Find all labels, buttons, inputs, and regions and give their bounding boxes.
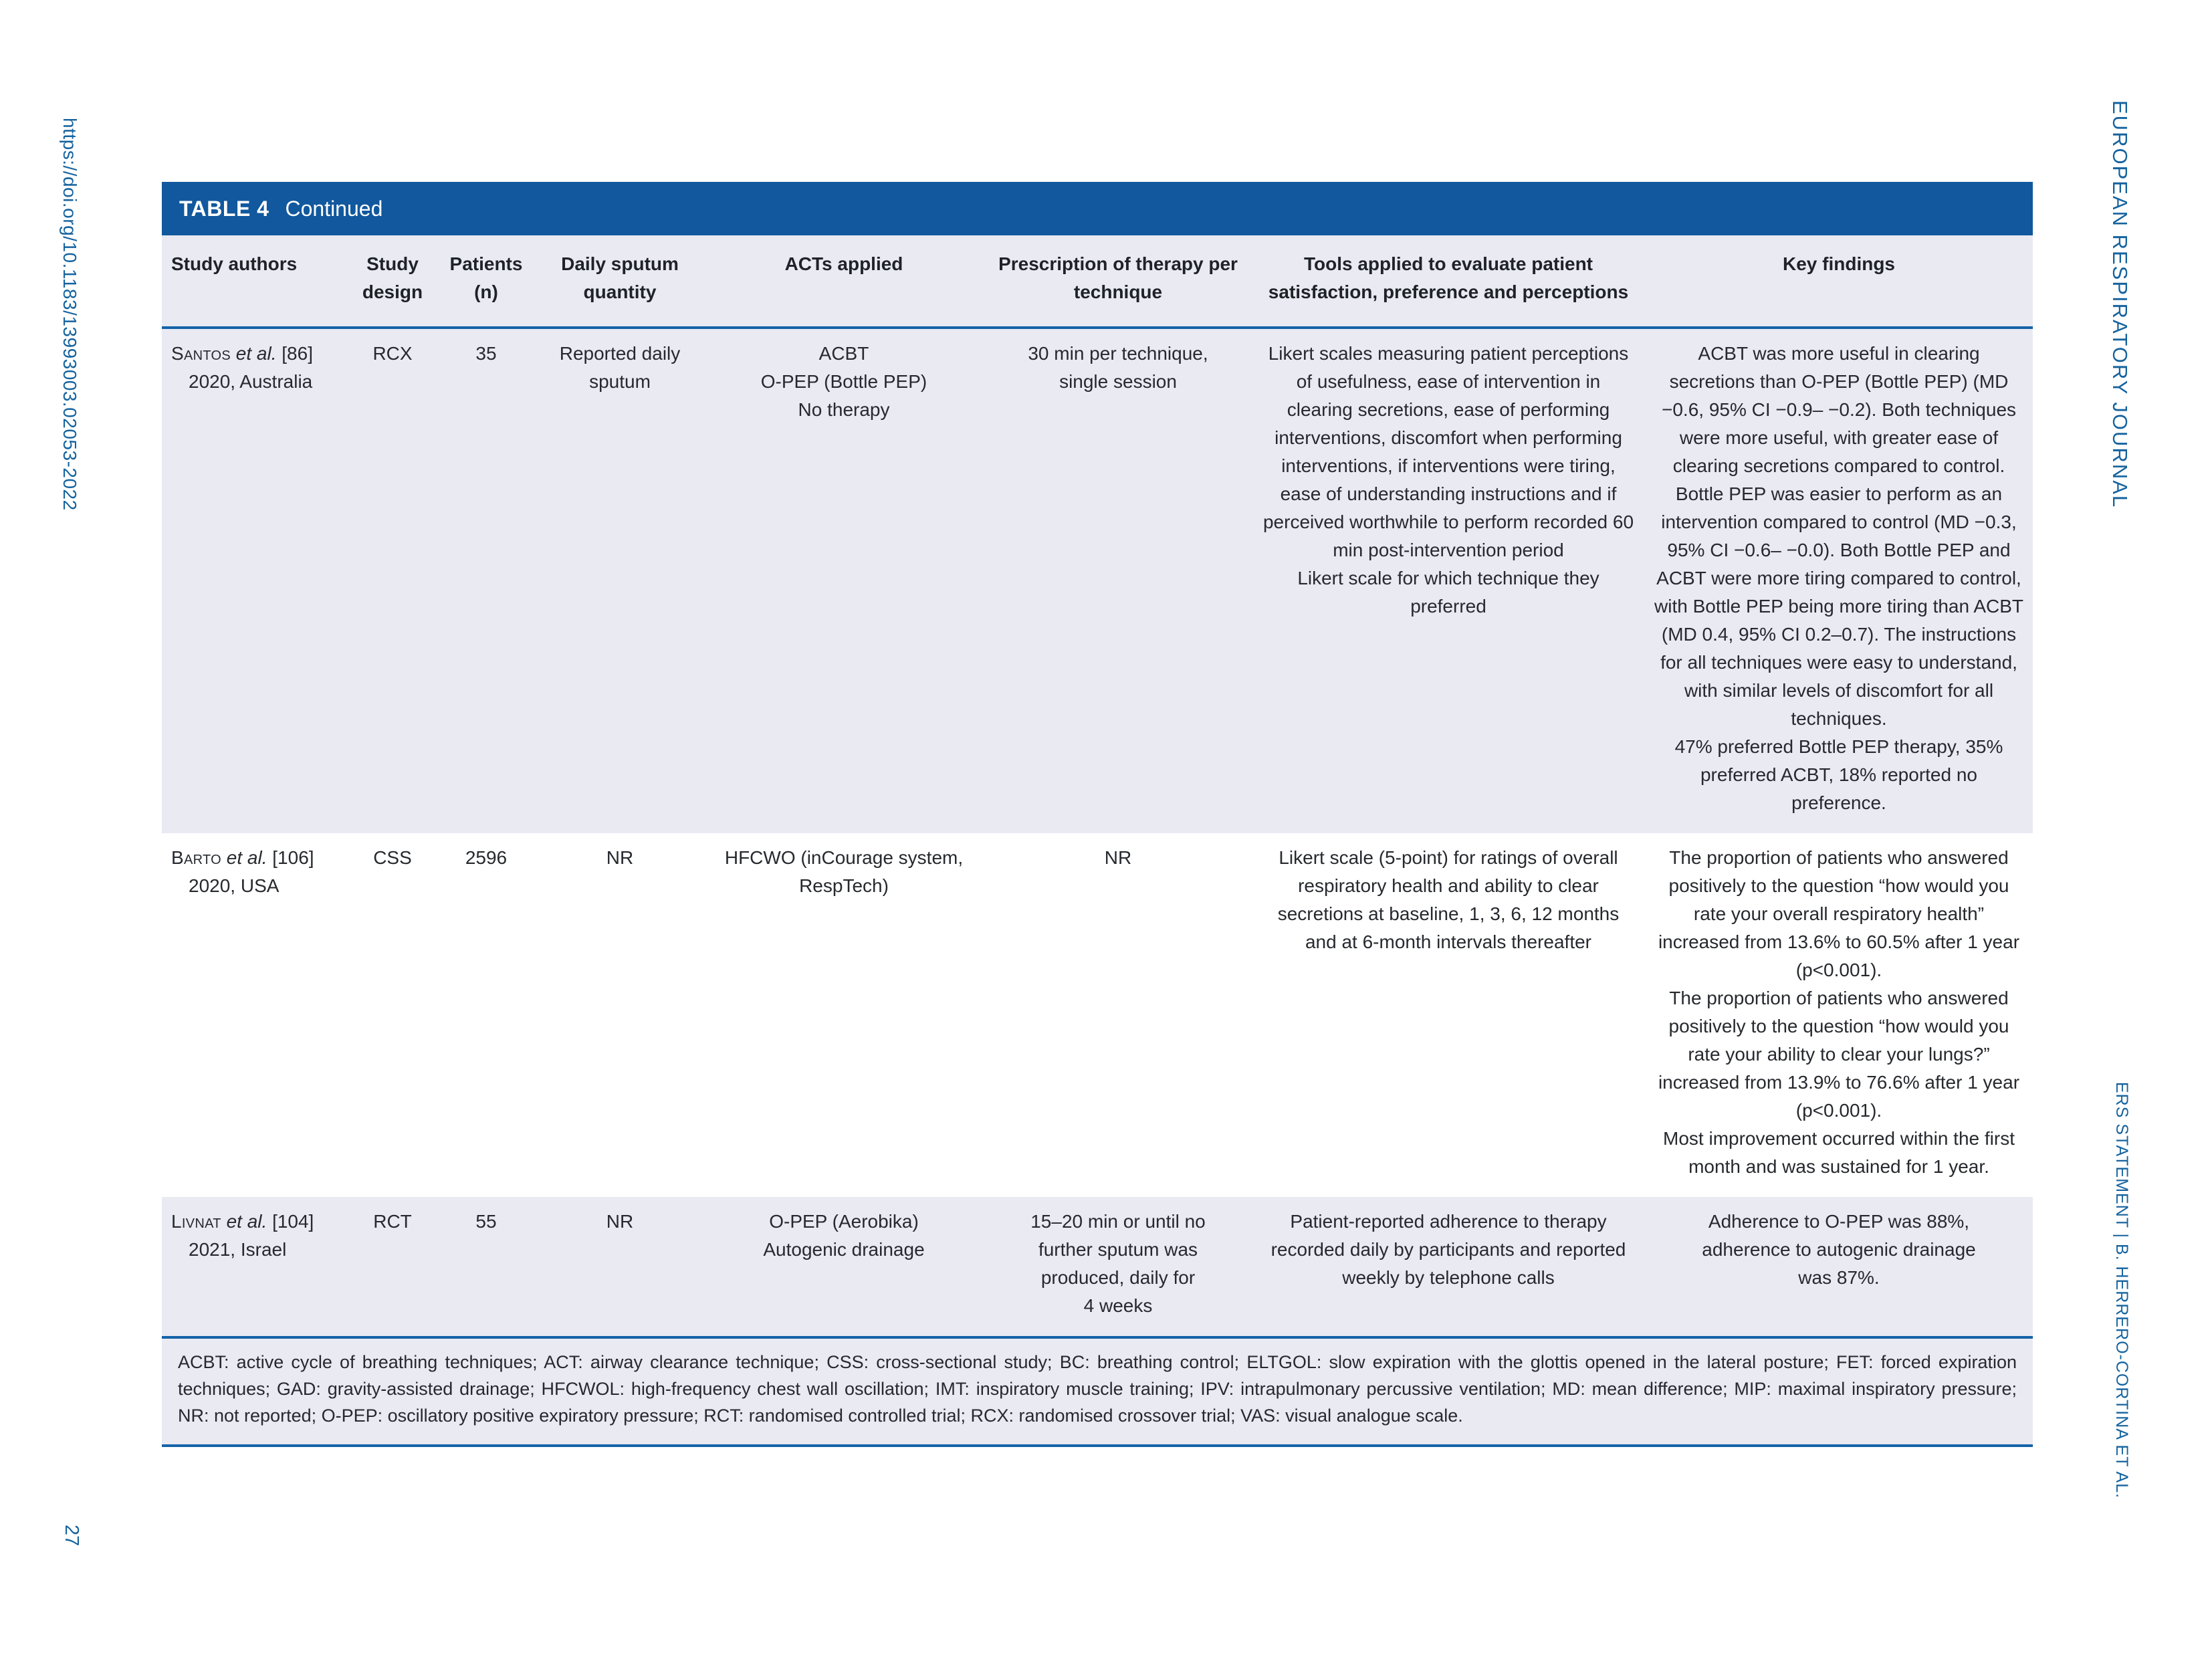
table-row-barto: Barto et al. [106] 2020, USA CSS 2596 NR… [162,833,2033,1197]
author-line2: 2020, Australia [189,371,313,392]
author-name: Barto [171,847,222,868]
cell-daily-sputum: NR [536,1197,703,1339]
cell-authors: Livnat et al. [104] 2021, Israel [162,1197,349,1339]
table-title-label: TABLE 4 [179,196,269,221]
author-name: Santos [171,343,231,364]
author-name: Livnat [171,1211,221,1232]
cell-authors: Barto et al. [106] 2020, USA [162,833,349,1197]
column-header-acts-applied: ACTs applied [703,235,984,329]
cell-study-design: CSS [349,833,436,1197]
cell-key-findings: ACBT was more useful in clearing secreti… [1645,328,2033,833]
cell-daily-sputum: Reported daily sputum [536,328,703,833]
table-footnote: ACBT: active cycle of breathing techniqu… [162,1339,2033,1447]
doi-vertical-text: https://doi.org/10.1183/13993003.02053-2… [60,118,80,511]
author-ref: [106] [272,847,314,868]
author-etal: et al. [226,847,267,868]
table-title-bar: TABLE 4 Continued [162,182,2033,235]
cell-acts-applied: HFCWO (inCourage system, RespTech) [703,833,984,1197]
author-line2: 2021, Israel [189,1239,287,1260]
author-etal: et al. [226,1211,267,1232]
author-ref: [104] [272,1211,314,1232]
header-row: Study authors Study design Patients (n) … [162,235,2033,329]
cell-tools: Likert scales measuring patient percepti… [1252,328,1645,833]
cell-tools: Patient-reported adherence to therapy re… [1252,1197,1645,1339]
article-footer-vertical: ERS STATEMENT | B. HERRERO-CORTINA ET AL… [2112,1082,2131,1499]
cell-daily-sputum: NR [536,833,703,1197]
author-line1: Santos et al. [86] [171,340,340,368]
author-line2: 2020, USA [189,875,280,896]
cell-study-design: RCT [349,1197,436,1339]
cell-patients: 2596 [436,833,536,1197]
column-header-daily-sputum: Daily sputum quantity [536,235,703,329]
column-header-prescription: Prescription of therapy per technique [984,235,1252,329]
cell-prescription: 30 min per technique, single session [984,328,1252,833]
cell-patients: 55 [436,1197,536,1339]
cell-prescription: 15–20 min or until no further sputum was… [984,1197,1252,1339]
author-ref: [86] [282,343,313,364]
author-line1: Barto et al. [106] [171,844,340,872]
column-header-study-design: Study design [349,235,436,329]
table-row-livnat: Livnat et al. [104] 2021, Israel RCT 55 … [162,1197,2033,1339]
author-etal: et al. [235,343,277,364]
journal-name-vertical: EUROPEAN RESPIRATORY JOURNAL [2108,100,2132,509]
cell-tools: Likert scale (5-point) for ratings of ov… [1252,833,1645,1197]
column-header-key-findings: Key findings [1645,235,2033,329]
cell-key-findings: The proportion of patients who answered … [1645,833,2033,1197]
cell-acts-applied: O-PEP (Aerobika) Autogenic drainage [703,1197,984,1339]
table-row-santos: Santos et al. [86] 2020, Australia RCX 3… [162,328,2033,833]
cell-acts-applied: ACBT O-PEP (Bottle PEP) No therapy [703,328,984,833]
data-table: Study authors Study design Patients (n) … [162,235,2033,1339]
cell-prescription: NR [984,833,1252,1197]
table-title-suffix: Continued [285,196,383,221]
column-header-study-authors: Study authors [162,235,349,329]
cell-study-design: RCX [349,328,436,833]
author-line1: Livnat et al. [104] [171,1208,340,1236]
table-4-continued: TABLE 4 Continued Study authors Study de… [162,182,2033,1447]
column-header-tools: Tools applied to evaluate patient satisf… [1252,235,1645,329]
page-number: 27 [61,1525,82,1547]
cell-key-findings: Adherence to O-PEP was 88%, adherence to… [1645,1197,2033,1339]
column-header-patients: Patients (n) [436,235,536,329]
cell-patients: 35 [436,328,536,833]
cell-authors: Santos et al. [86] 2020, Australia [162,328,349,833]
